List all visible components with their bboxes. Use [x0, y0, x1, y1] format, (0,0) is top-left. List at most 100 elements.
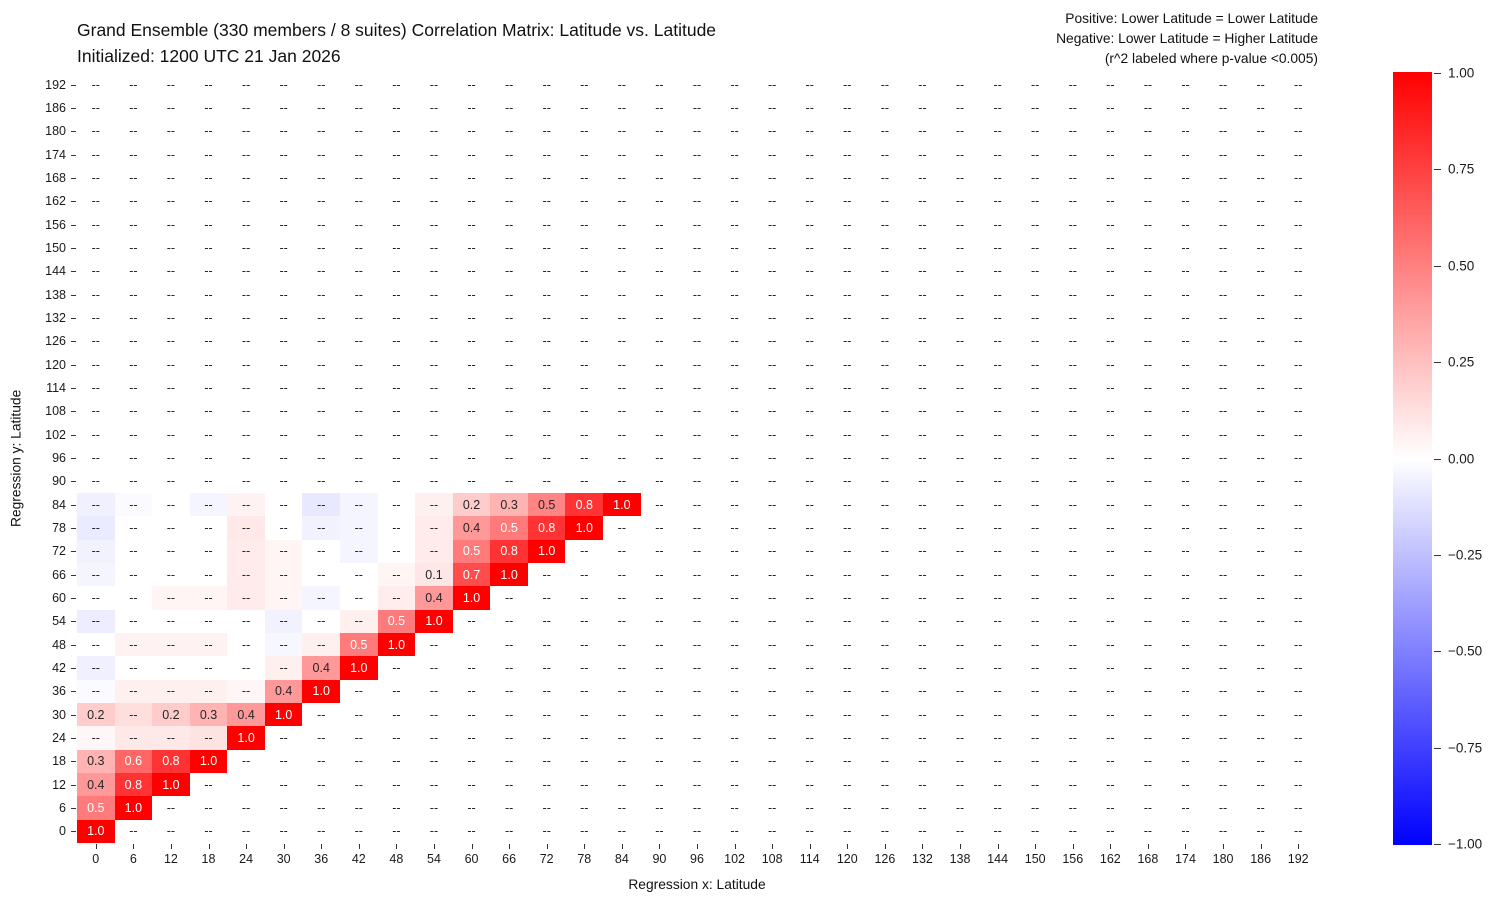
heatmap-cell: --	[678, 259, 716, 283]
x-tick-mark	[95, 844, 97, 849]
heatmap-cell: --	[603, 586, 641, 610]
heatmap-cell: --	[152, 493, 190, 517]
heatmap-cell: --	[640, 609, 679, 633]
heatmap-cell: --	[1091, 259, 1130, 283]
heatmap-cell: --	[452, 773, 491, 797]
heatmap-cell: --	[415, 283, 453, 307]
heatmap-cell: 0.2	[77, 703, 115, 727]
heatmap-cell: --	[790, 703, 829, 727]
heatmap-cell: --	[1279, 586, 1317, 610]
y-tick-mark	[71, 388, 76, 389]
heatmap-cell: --	[1053, 283, 1092, 307]
heatmap-cell: --	[790, 213, 829, 237]
y-tick-mark	[71, 714, 76, 716]
heatmap-cell: --	[189, 516, 228, 540]
heatmap-cell: --	[1166, 586, 1205, 610]
heatmap-cell: --	[828, 236, 867, 260]
heatmap-cell: --	[903, 236, 942, 260]
heatmap-cell: --	[77, 236, 115, 260]
heatmap-cell: --	[189, 446, 228, 470]
heatmap-cell: --	[1166, 329, 1205, 353]
heatmap-cell: --	[1204, 656, 1242, 680]
heatmap-cell: --	[340, 236, 378, 260]
heatmap-cell: --	[1241, 399, 1280, 423]
heatmap-cell: --	[1016, 679, 1054, 703]
heatmap-cell: --	[828, 446, 867, 470]
heatmap-cell: --	[1241, 703, 1280, 727]
heatmap-cell: --	[941, 376, 979, 400]
heatmap-cell: --	[77, 609, 115, 633]
heatmap-cell: --	[866, 213, 904, 237]
heatmap-cell: --	[715, 446, 754, 470]
heatmap-cell: --	[302, 819, 341, 843]
heatmap-cell: --	[903, 469, 942, 493]
heatmap-cell: --	[978, 656, 1017, 680]
heatmap-cell: --	[1053, 213, 1092, 237]
heatmap-cell: --	[866, 516, 904, 540]
heatmap-cell: --	[1091, 143, 1130, 167]
heatmap-cell: --	[640, 119, 679, 143]
heatmap-cell: --	[1053, 749, 1092, 773]
y-tick-label: 24	[52, 730, 66, 745]
heatmap-cell: --	[640, 399, 679, 423]
heatmap-cell: --	[114, 516, 153, 540]
heatmap-cell: --	[866, 469, 904, 493]
heatmap-cell: --	[715, 563, 754, 587]
heatmap-cell: --	[715, 376, 754, 400]
heatmap-cell: --	[77, 353, 115, 377]
colorbar-tick-label: −1.00	[1448, 836, 1483, 852]
heatmap-cell: --	[377, 399, 416, 423]
y-tick-mark	[71, 574, 76, 576]
heatmap-cell: --	[377, 726, 416, 750]
heatmap-cell: --	[189, 329, 228, 353]
heatmap-cell: --	[264, 726, 303, 750]
heatmap-cell: --	[490, 119, 528, 143]
heatmap-cell: --	[1053, 399, 1092, 423]
heatmap-cell: --	[527, 633, 566, 657]
heatmap-cell: --	[790, 516, 829, 540]
heatmap-cell: --	[340, 796, 378, 820]
heatmap-cell: --	[678, 516, 716, 540]
heatmap-cell: --	[1204, 259, 1242, 283]
y-tick-label: 186	[45, 100, 66, 115]
heatmap-cell: --	[189, 73, 228, 97]
heatmap-cell: --	[1241, 353, 1280, 377]
heatmap-cell: --	[152, 259, 190, 283]
heatmap-cell: --	[640, 749, 679, 773]
heatmap-cell: --	[828, 376, 867, 400]
heatmap-cell: --	[903, 539, 942, 563]
heatmap-cell: --	[790, 166, 829, 190]
heatmap-cell: --	[603, 189, 641, 213]
y-tick-label: 102	[45, 427, 66, 442]
x-tick-mark	[1147, 844, 1149, 849]
heatmap-cell: --	[377, 259, 416, 283]
heatmap-cell: --	[189, 166, 228, 190]
heatmap-cell: --	[941, 166, 979, 190]
heatmap-cell: --	[452, 656, 491, 680]
heatmap-cell: --	[415, 539, 453, 563]
heatmap-cell: --	[866, 283, 904, 307]
heatmap-cell: --	[1241, 189, 1280, 213]
heatmap-cell: --	[1166, 73, 1205, 97]
y-tick-mark	[71, 481, 76, 483]
x-tick-mark	[358, 844, 360, 849]
heatmap-cell: --	[1091, 423, 1130, 447]
heatmap-cell: --	[1241, 376, 1280, 400]
heatmap-cell: --	[152, 539, 190, 563]
heatmap-cell: --	[452, 329, 491, 353]
heatmap-cell: --	[415, 306, 453, 330]
heatmap-cell: --	[565, 73, 604, 97]
y-tick-label: 150	[45, 240, 66, 255]
heatmap-cell: --	[565, 796, 604, 820]
heatmap-cell: --	[1279, 306, 1317, 330]
heatmap-cell: --	[640, 189, 679, 213]
heatmap-cell: --	[1166, 423, 1205, 447]
heatmap-cell: --	[264, 96, 303, 120]
heatmap-cell: --	[1241, 283, 1280, 307]
colorbar-tick-label: 0.00	[1448, 451, 1475, 466]
heatmap-cell: --	[715, 726, 754, 750]
heatmap-cell: --	[603, 633, 641, 657]
heatmap-cell: --	[490, 376, 528, 400]
heatmap-cell: 1.0	[302, 679, 341, 703]
heatmap-cell: --	[1091, 446, 1130, 470]
